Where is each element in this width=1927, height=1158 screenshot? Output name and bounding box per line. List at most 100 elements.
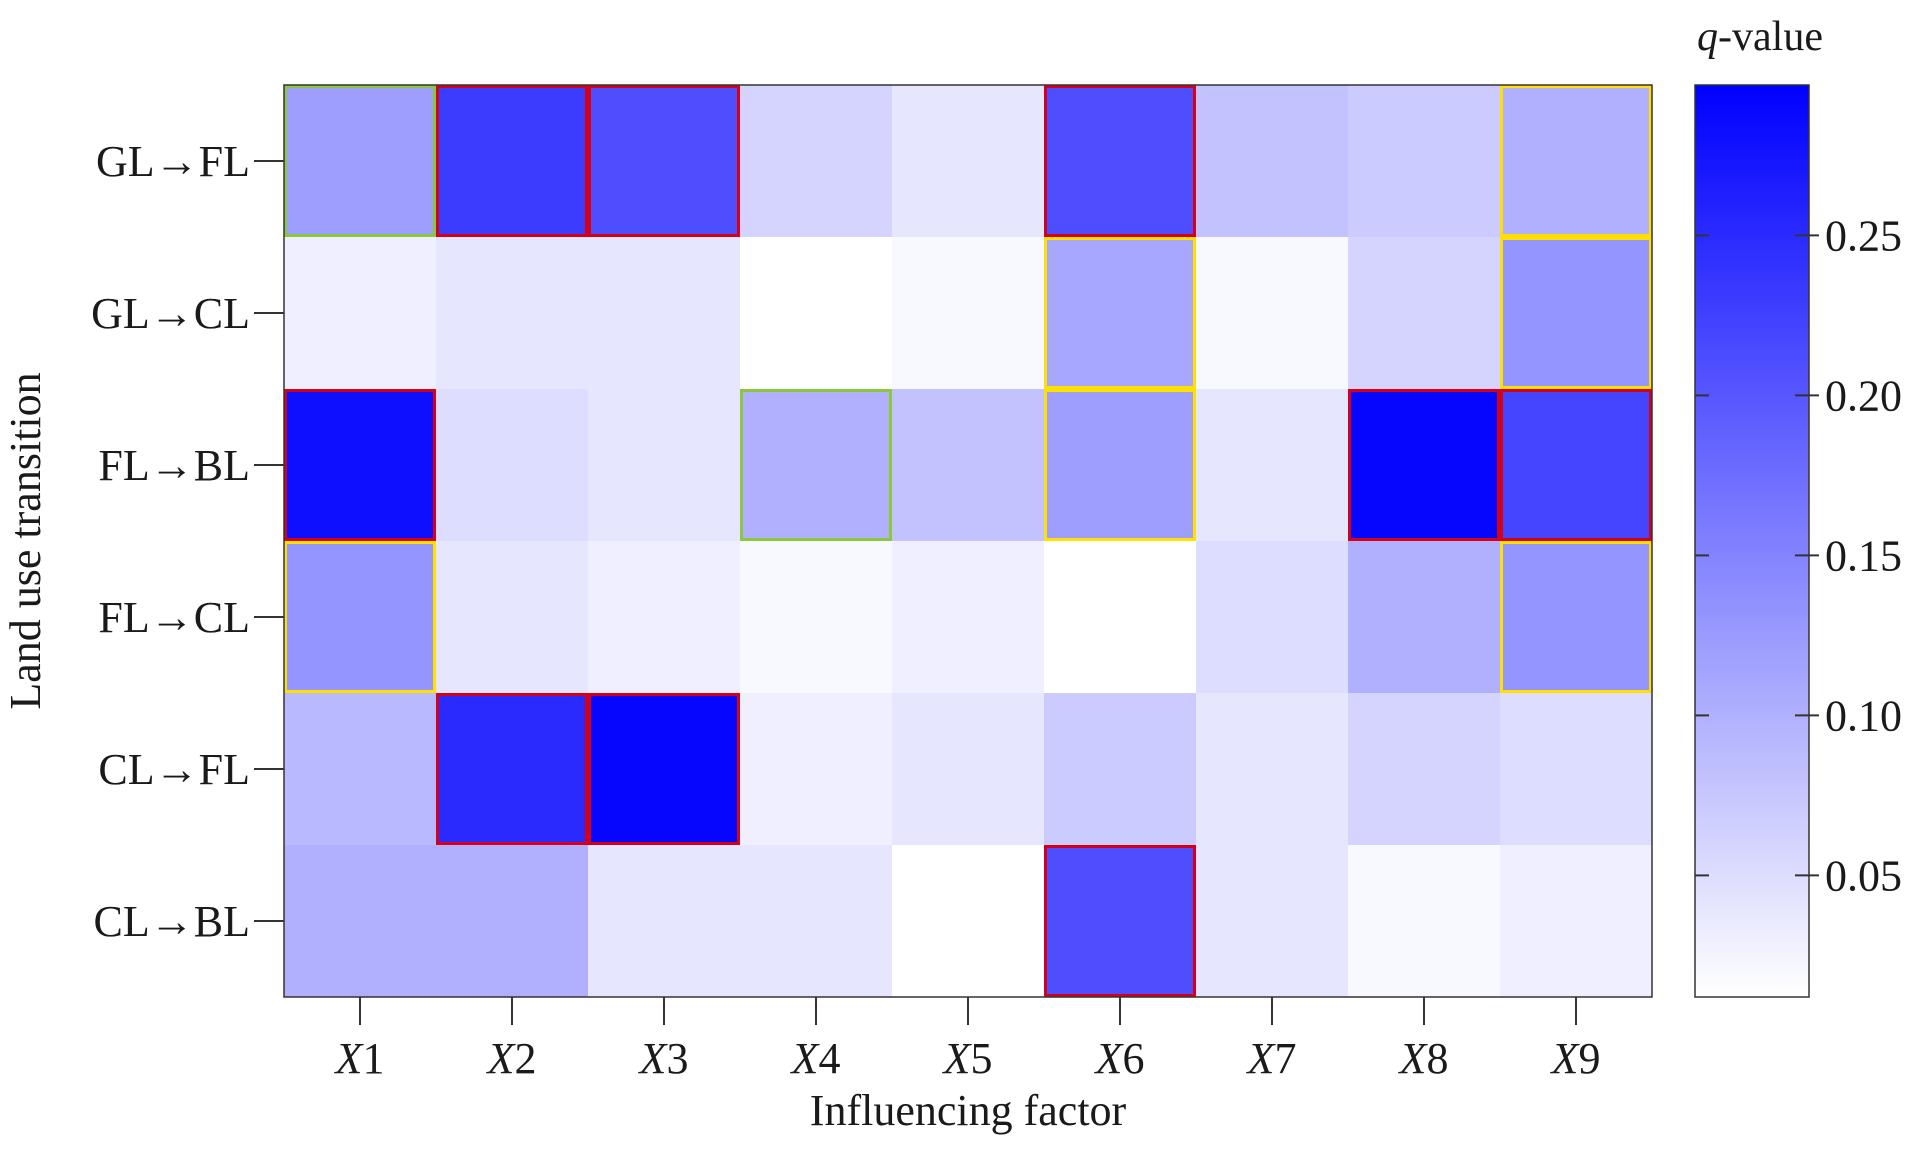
y-axis-title: Land use transition: [1, 372, 50, 709]
heatmap-cell: [1348, 389, 1500, 541]
heatmap-cell: [284, 237, 436, 389]
y-tick-label: GL→CL: [91, 289, 250, 338]
x-tick-label: X1: [334, 1034, 385, 1083]
cell-highlight-border: [1500, 237, 1652, 389]
x-tick-label: X5: [942, 1034, 993, 1083]
heatmap-cell: [1044, 693, 1196, 845]
heatmap-cell: [892, 85, 1044, 237]
heatmap-cell: [436, 85, 588, 237]
heatmap-cell: [588, 237, 740, 389]
colorbar-tick-label: 0.10: [1825, 691, 1902, 740]
heatmap-cell: [1500, 693, 1652, 845]
heatmap-cell: [1196, 389, 1348, 541]
heatmap-cell: [588, 85, 740, 237]
heatmap-cell: [892, 845, 1044, 997]
heatmap-cell: [1044, 845, 1196, 997]
heatmap-cell: [284, 541, 436, 693]
heatmap-cell: [1348, 85, 1500, 237]
heatmap-cell: [588, 541, 740, 693]
cell-highlight-border: [740, 389, 892, 541]
y-tick-label: FL→BL: [98, 441, 250, 490]
cell-highlight-border: [284, 389, 436, 541]
colorbar-tick-label: 0.05: [1825, 851, 1902, 900]
heatmap-cell: [1500, 237, 1652, 389]
cell-highlight-border: [588, 693, 740, 845]
heatmap-cell: [740, 85, 892, 237]
y-axis: GL→FL GL→CL FL→BL FL→CL CL→FL CL→BL: [91, 137, 284, 946]
heatmap-cell: [892, 693, 1044, 845]
x-axis: X1 X2 X3 X4 X5 X6 X7 X8 X9: [334, 997, 1600, 1083]
heatmap-cell: [740, 389, 892, 541]
heatmap-cell: [1348, 237, 1500, 389]
heatmap-cell: [1196, 693, 1348, 845]
heatmap-cell: [892, 389, 1044, 541]
heatmap-cell: [1500, 85, 1652, 237]
colorbar-tick-label: 0.25: [1825, 211, 1902, 260]
heatmap-cell: [1044, 237, 1196, 389]
cell-highlight-border: [284, 85, 436, 237]
x-axis-title: Influencing factor: [810, 1086, 1127, 1135]
heatmap-cell: [1500, 845, 1652, 997]
heatmap-cell: [1196, 845, 1348, 997]
cell-highlight-border: [1500, 389, 1652, 541]
heatmap-cell: [588, 693, 740, 845]
y-tick-label: GL→FL: [96, 137, 250, 186]
heatmap-cell: [740, 237, 892, 389]
y-tick-label: FL→CL: [98, 593, 250, 642]
colorbar-tick-label: 0.20: [1825, 371, 1902, 420]
heatmap-cell: [1044, 85, 1196, 237]
cell-highlight-border: [436, 693, 588, 845]
cell-highlight-border: [284, 541, 436, 693]
cell-highlight-border: [588, 85, 740, 237]
colorbar-title: q-value: [1697, 14, 1823, 60]
heatmap-cell: [436, 845, 588, 997]
heatmap-cell: [892, 237, 1044, 389]
highlight-borders: [284, 85, 1652, 997]
cell-highlight-border: [1044, 237, 1196, 389]
heatmap-cell: [1044, 541, 1196, 693]
cell-highlight-border: [1044, 85, 1196, 237]
heatmap-cell: [1500, 541, 1652, 693]
heatmap-cell: [1044, 389, 1196, 541]
heatmap-cell: [436, 389, 588, 541]
heatmap-cell: [1196, 237, 1348, 389]
heatmap-cell: [284, 85, 436, 237]
heatmap-cell: [284, 693, 436, 845]
heatmap-cell: [436, 237, 588, 389]
x-tick-label: X6: [1094, 1034, 1145, 1083]
cell-highlight-border: [1044, 389, 1196, 541]
x-tick-label: X7: [1246, 1034, 1297, 1083]
heatmap-cell: [1500, 389, 1652, 541]
cell-highlight-border: [1500, 541, 1652, 693]
x-tick-label: X8: [1398, 1034, 1449, 1083]
cell-highlight-border: [1500, 85, 1652, 237]
heatmap-cell: [1348, 845, 1500, 997]
heatmap-cell: [588, 389, 740, 541]
colorbar: [1694, 84, 1810, 998]
heatmap-cell: [436, 693, 588, 845]
cell-highlight-border: [436, 85, 588, 237]
cell-highlight-border: [1044, 845, 1196, 997]
colorbar-title-q: q: [1697, 14, 1718, 60]
y-tick-label: CL→BL: [94, 897, 250, 946]
heatmap-cell: [1348, 693, 1500, 845]
heatmap-cell: [588, 845, 740, 997]
heatmap-cell: [284, 389, 436, 541]
colorbar-title-rest: -value: [1718, 14, 1823, 60]
heatmap-cell: [740, 693, 892, 845]
cell-highlight-border: [1348, 389, 1500, 541]
heatmap-cell: [1196, 85, 1348, 237]
heatmap-cell: [892, 541, 1044, 693]
heatmap-cell: [284, 845, 436, 997]
heatmap-cell: [740, 845, 892, 997]
colorbar-tick-label: 0.15: [1825, 531, 1902, 580]
x-tick-label: X4: [790, 1034, 841, 1083]
x-tick-label: X3: [638, 1034, 689, 1083]
heatmap-cell: [740, 541, 892, 693]
x-tick-label: X2: [486, 1034, 537, 1083]
heatmap-cell: [1348, 541, 1500, 693]
heatmap-cells: [284, 85, 1652, 997]
colorbar-ticks: 0.05 0.10 0.15 0.20 0.25: [1695, 211, 1902, 900]
heatmap-cell: [1196, 541, 1348, 693]
